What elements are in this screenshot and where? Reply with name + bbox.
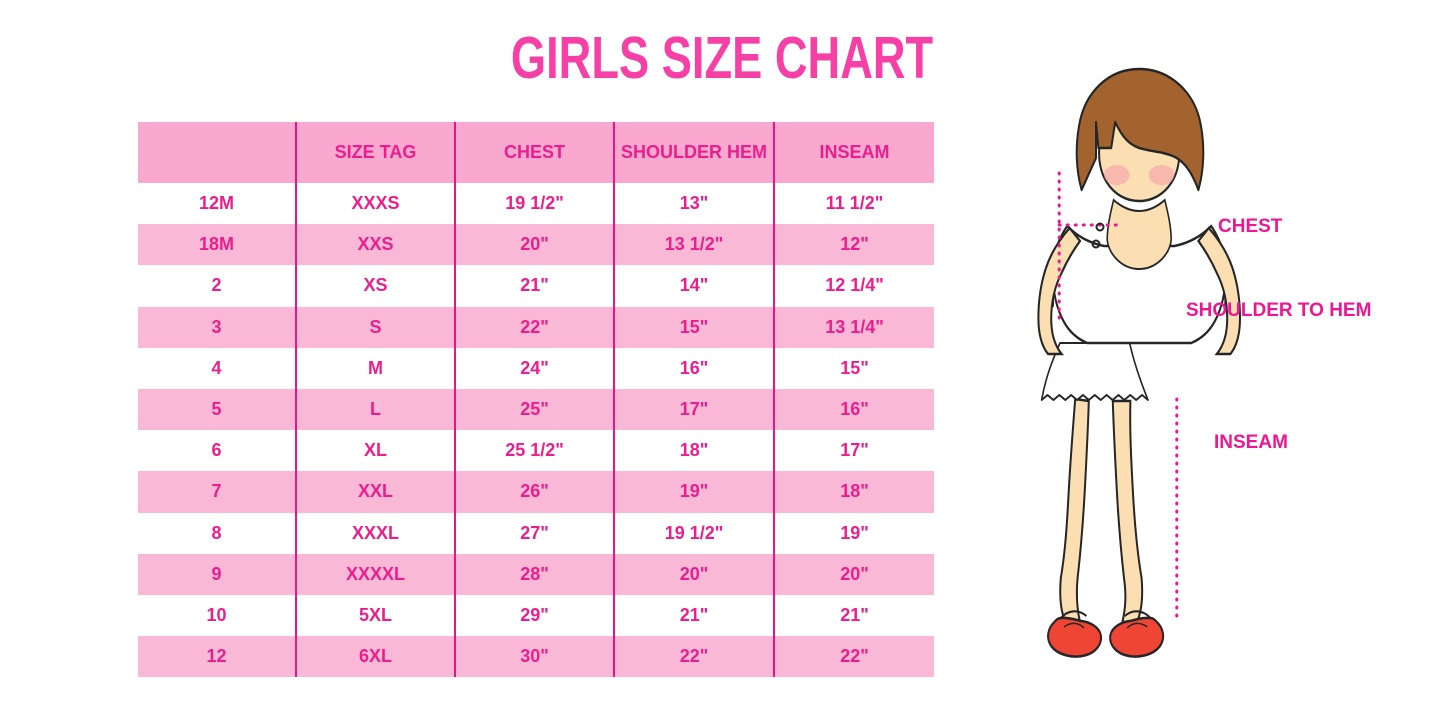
svg-text:SHOULDER TO HEM: SHOULDER TO HEM (1186, 300, 1371, 321)
svg-text:INSEAM: INSEAM (1214, 432, 1288, 453)
svg-text:CHEST: CHEST (1218, 216, 1283, 237)
